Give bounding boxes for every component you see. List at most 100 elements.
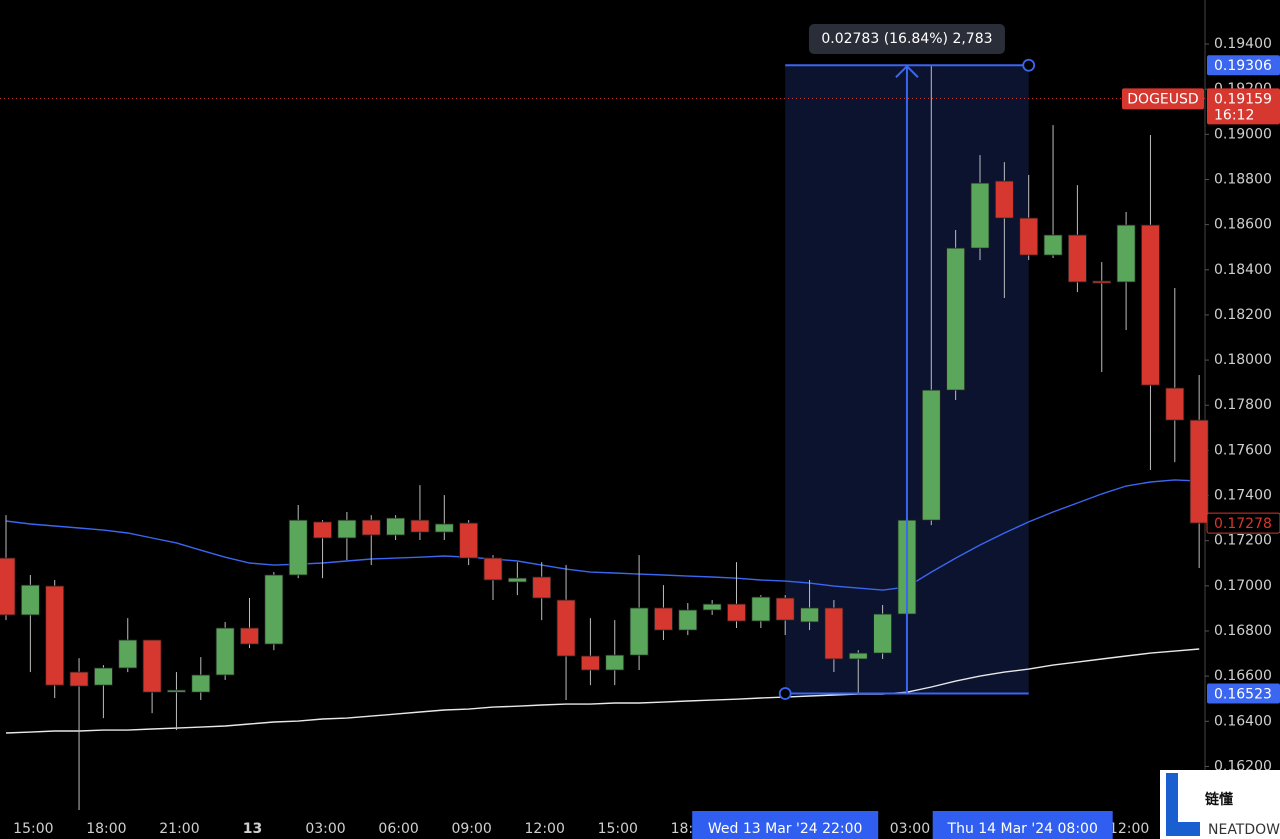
- candle-body: [605, 654, 625, 671]
- x-tick-label: 06:00: [378, 821, 418, 837]
- candle-body: [751, 596, 771, 622]
- candle-body: [532, 576, 552, 599]
- moving-average: [5, 648, 1200, 734]
- symbol-name: DOGEUSD: [1127, 91, 1198, 107]
- candle-body: [1141, 224, 1160, 386]
- candle-body: [581, 655, 600, 671]
- x-tick-label: 15:00: [598, 821, 638, 837]
- symbol-price-box: [1207, 88, 1280, 125]
- x-tick-label: 15:00: [13, 821, 53, 837]
- candle-body: [1165, 387, 1185, 421]
- arrow-head: [895, 64, 919, 78]
- y-tick-label: 0.18600: [1214, 217, 1272, 233]
- y-tick-label: 0.18000: [1214, 352, 1272, 368]
- y-tick-label: 0.17600: [1214, 442, 1272, 458]
- watermark-site: NEATDOWN.COM: [1208, 822, 1280, 838]
- candle-body: [94, 667, 113, 686]
- x-tick-label: 13: [243, 821, 262, 837]
- measure-handle: [1022, 58, 1036, 72]
- measure-high-label-box: [1207, 55, 1280, 76]
- candle-body: [629, 607, 649, 656]
- measure-low-label: 0.16523: [1214, 687, 1272, 703]
- candle-body: [0, 557, 16, 616]
- candle-body: [410, 519, 430, 533]
- last-price-label: 0.17278: [1214, 516, 1272, 532]
- candle-body: [361, 519, 381, 536]
- y-tick-label: 0.18400: [1214, 262, 1272, 278]
- candle-body: [507, 577, 527, 583]
- candle-body: [1043, 234, 1063, 256]
- candle-body: [994, 180, 1014, 219]
- y-tick-label: 0.16800: [1214, 623, 1272, 639]
- candle-body: [678, 609, 698, 631]
- y-tick-label: 0.17000: [1214, 578, 1272, 594]
- candle-body: [727, 603, 746, 622]
- candle-body: [313, 521, 332, 539]
- y-tick-label: 0.18200: [1214, 307, 1272, 323]
- x-tick-label: 18:00: [86, 821, 126, 837]
- candle-body: [775, 597, 795, 621]
- candle-body: [337, 519, 357, 539]
- y-tick-label: 0.16400: [1214, 713, 1272, 729]
- candle-body: [191, 674, 211, 693]
- candle-body: [702, 603, 722, 611]
- watermark-logo: [1166, 773, 1200, 836]
- candle-body: [800, 607, 819, 623]
- measure-low-label-box: [1207, 683, 1280, 704]
- y-tick-label: 0.19400: [1214, 36, 1272, 52]
- candle-body: [1189, 419, 1209, 524]
- time-label-box: [932, 811, 1113, 839]
- y-tick-label: 0.16600: [1214, 668, 1272, 684]
- candle-body: [434, 523, 454, 533]
- candle-body: [167, 689, 186, 693]
- y-tick-label: 0.19000: [1214, 126, 1272, 142]
- candle-body: [483, 557, 503, 581]
- time-label: Thu 14 Mar '24 08:00: [947, 821, 1098, 837]
- candle-body: [824, 607, 844, 660]
- candle-body: [215, 627, 235, 676]
- candle-body: [288, 519, 308, 576]
- moving-average: [5, 479, 1200, 591]
- watermark-text: 链懂: [1205, 791, 1233, 808]
- measure-handle: [778, 687, 792, 700]
- candle-body: [848, 652, 868, 660]
- candle-body: [654, 607, 673, 631]
- last-price-label-box: [1206, 512, 1280, 534]
- x-tick-label: 21:00: [159, 821, 199, 837]
- candle-body: [386, 517, 406, 536]
- x-tick-label: 12:00: [1109, 821, 1149, 837]
- candle-body: [240, 627, 259, 645]
- candle-body: [118, 639, 138, 669]
- candle-body: [556, 599, 576, 657]
- y-tick-label: 0.18800: [1214, 171, 1272, 187]
- time-label: Wed 13 Mar '24 22:00: [708, 821, 863, 837]
- candle-body: [459, 522, 479, 559]
- candle-body: [1092, 280, 1112, 284]
- x-tick-label: 03:00: [890, 821, 930, 837]
- candle-body: [142, 639, 162, 693]
- candle-body: [1019, 217, 1039, 256]
- measure-label: 0.02783 (16.84%) 2,783: [821, 31, 992, 47]
- candle-body: [873, 613, 892, 654]
- y-tick-label: 0.17200: [1214, 533, 1272, 549]
- y-tick-label: 0.17400: [1214, 488, 1272, 504]
- symbol-box: [1122, 88, 1204, 110]
- candle-body: [946, 247, 966, 391]
- candle-body: [1116, 224, 1136, 283]
- candle-body: [970, 182, 990, 249]
- y-tick-label: 0.17800: [1214, 397, 1272, 413]
- candle-body: [20, 584, 40, 616]
- x-tick-label: 09:00: [451, 821, 491, 837]
- candle-body: [69, 671, 89, 687]
- countdown: 16:12: [1214, 107, 1254, 123]
- candle-body: [45, 585, 65, 686]
- time-label-box: [692, 811, 879, 839]
- candle-body: [921, 389, 941, 521]
- x-tick-label: 03:00: [305, 821, 345, 837]
- measure-high-label: 0.19306: [1214, 58, 1272, 74]
- x-tick-label: 12:00: [525, 821, 565, 837]
- candle-body: [264, 574, 284, 645]
- candle-body: [1068, 234, 1087, 283]
